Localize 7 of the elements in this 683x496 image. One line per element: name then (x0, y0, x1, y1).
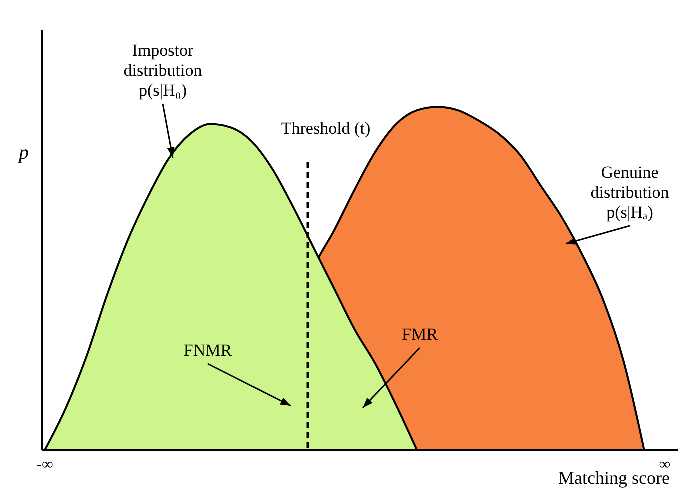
text: Impostor distribution p(s|H₀) (124, 41, 203, 100)
annotation: FMR (402, 325, 439, 344)
annotation: Threshold (t) (281, 119, 371, 138)
x-tick-label: -∞ (36, 456, 54, 474)
y-axis-title: p (17, 142, 29, 164)
annotation: Genuine distribution p(s|Hₐ) (590, 163, 670, 222)
annotation: FNMR (184, 341, 233, 360)
